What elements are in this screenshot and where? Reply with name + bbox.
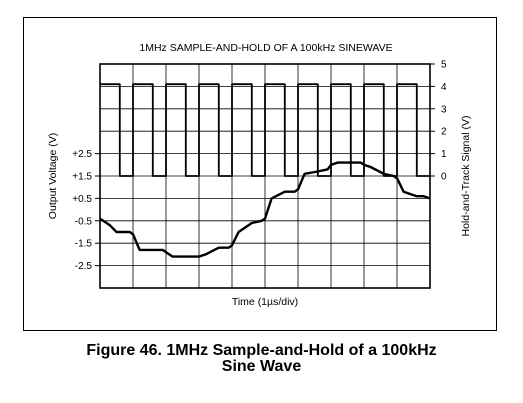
left-tick-label: -1.5 [75, 239, 93, 250]
series-layer [99, 83, 431, 258]
right-axis-ticks: 5 4 3 2 1 0 [430, 60, 447, 183]
left-tick-label: +0.5 [72, 194, 92, 205]
right-tick-label: 5 [441, 60, 447, 71]
left-axis-ticks: +2.5 +1.5 +0.5 -0.5 -1.5 -2.5 [72, 149, 100, 272]
hold-and-track-line [100, 83, 430, 177]
right-tick-label: 4 [441, 82, 447, 93]
caption-line-1: Figure 46. 1MHz Sample-and-Hold of a 100… [86, 342, 437, 359]
right-tick-label: 2 [441, 127, 447, 138]
right-tick-label: 3 [441, 104, 447, 115]
right-tick-label: 0 [441, 172, 447, 183]
output-voltage-line [99, 161, 431, 258]
left-tick-label: +1.5 [72, 172, 92, 183]
right-tick-label: 1 [441, 149, 447, 160]
chart-title: 1MHz SAMPLE-AND-HOLD OF A 100kHz SINEWAV… [139, 42, 392, 54]
left-tick-label: -2.5 [75, 261, 93, 272]
chart-frame [23, 17, 497, 331]
left-tick-label: +2.5 [72, 149, 92, 160]
figure-caption: Figure 46. 1MHz Sample-and-Hold of a 100… [0, 343, 523, 375]
x-axis-label: Time (1µs/div) [232, 296, 298, 308]
left-tick-label: -0.5 [75, 216, 93, 227]
y-axis-label-left: Output Voltage (V) [47, 133, 59, 219]
caption-line-2: Sine Wave [221, 358, 302, 375]
y-axis-label-right: Hold-and-Track Signal (V) [460, 116, 472, 237]
